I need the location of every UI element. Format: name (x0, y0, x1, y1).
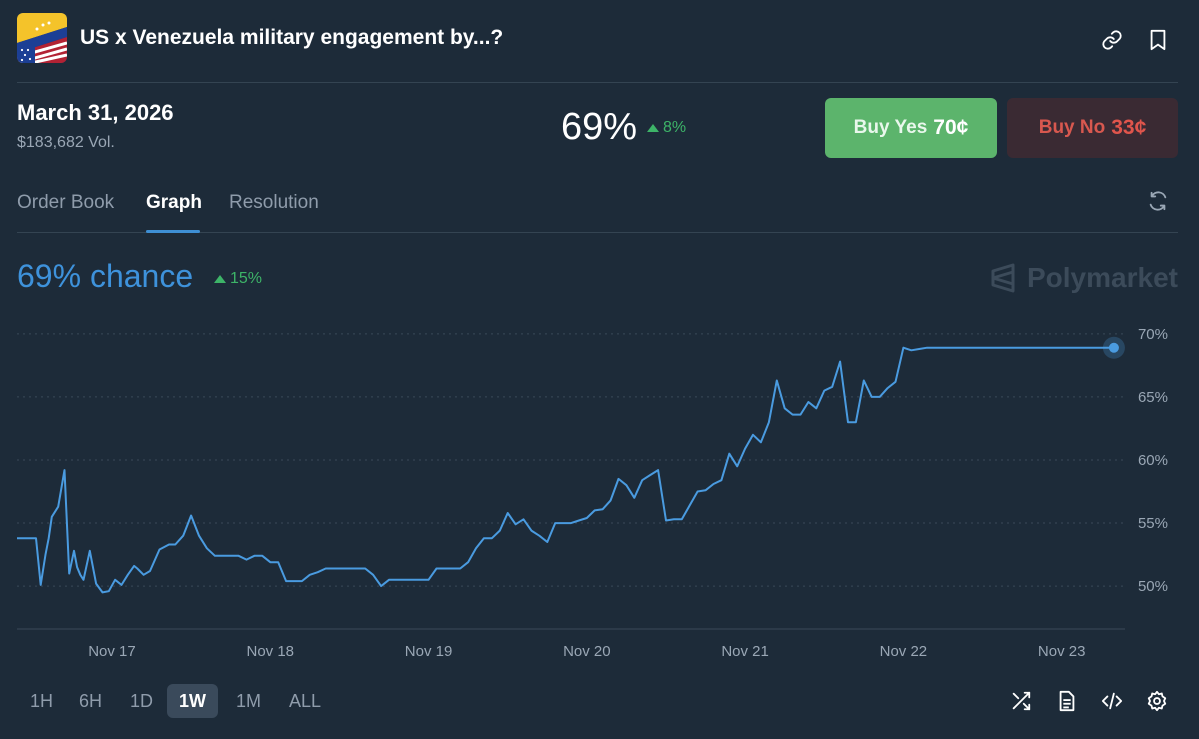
end-date: March 31, 2026 (17, 100, 174, 125)
y-tick-label: 60% (1138, 452, 1168, 469)
volume: $183,682 Vol. (17, 134, 115, 151)
market-flag-icon (17, 13, 67, 63)
tab-graph[interactable]: Graph (146, 192, 202, 213)
buy-no-label: Buy No (1038, 117, 1106, 138)
y-tick-label: 70% (1138, 326, 1168, 343)
x-tick-label: Nov 18 (246, 643, 294, 660)
settings-button[interactable] (1143, 687, 1171, 715)
current-price: 69% (561, 106, 638, 148)
y-tick-label: 65% (1138, 389, 1168, 406)
shuffle-button[interactable] (1007, 687, 1035, 715)
refresh-icon (1149, 191, 1167, 211)
x-tick-label: Nov 17 (88, 643, 136, 660)
x-tick-label: Nov 23 (1038, 643, 1086, 660)
chance-change: 15% (214, 270, 262, 288)
brand-name: Polymarket (1027, 262, 1178, 293)
document-icon (1059, 690, 1075, 712)
range-1d-button[interactable]: 1D (130, 690, 154, 711)
range-all-button[interactable]: ALL (289, 690, 322, 711)
arrow-up-icon (647, 124, 659, 132)
price-change-value: 8% (663, 119, 687, 136)
buy-no-price: 33¢ (1111, 116, 1147, 139)
active-tab-indicator (146, 230, 200, 233)
bookmark-icon (1150, 29, 1166, 51)
shuffle-icon (1012, 691, 1031, 711)
polymarket-icon (991, 263, 1015, 293)
document-button[interactable] (1053, 687, 1081, 715)
x-tick-label: Nov 22 (880, 643, 928, 660)
x-tick-label: Nov 20 (563, 643, 611, 660)
copy-link-button[interactable] (1097, 25, 1127, 55)
settings-gear-icon (1147, 690, 1167, 712)
y-tick-label: 55% (1138, 515, 1168, 532)
tab-resolution[interactable]: Resolution (229, 192, 319, 213)
last-point-marker (1108, 342, 1119, 353)
y-tick-label: 50% (1138, 578, 1168, 595)
chance-change-value: 15% (230, 270, 263, 287)
range-6h-button[interactable]: 6H (79, 690, 103, 711)
link-icon (1102, 30, 1122, 50)
buy-yes-price: 70¢ (933, 116, 969, 139)
market-title: US x Venezuela military engagement by...… (80, 26, 504, 49)
bookmark-button[interactable] (1143, 25, 1173, 55)
range-1m-button[interactable]: 1M (236, 690, 262, 711)
price-change: 8% (647, 119, 686, 137)
tab-order-book[interactable]: Order Book (17, 192, 115, 213)
tabs-divider (17, 232, 1178, 233)
x-tick-label: Nov 21 (721, 643, 769, 660)
buy-yes-label: Buy Yes (853, 117, 928, 138)
price-chart[interactable]: 70% 65% 60% 55% 50% Nov 17 Nov 18 Nov 19 Nov 20… (0, 320, 1199, 665)
chance-label: 69% chance (17, 258, 194, 294)
buy-yes-button[interactable]: Buy Yes 70¢ (825, 98, 997, 158)
embed-button[interactable] (1098, 687, 1126, 715)
refresh-button[interactable] (1147, 190, 1173, 216)
arrow-up-icon (214, 275, 226, 283)
polymarket-logo: Polymarket (989, 262, 1178, 294)
series-line-yes (17, 346, 1114, 594)
embed-code-icon (1101, 692, 1123, 710)
range-1h-button[interactable]: 1H (30, 690, 54, 711)
header-divider (17, 82, 1178, 83)
x-tick-label: Nov 19 (405, 643, 453, 660)
buy-no-button[interactable]: Buy No 33¢ (1007, 98, 1178, 158)
range-1w-button[interactable]: 1W (167, 684, 218, 718)
